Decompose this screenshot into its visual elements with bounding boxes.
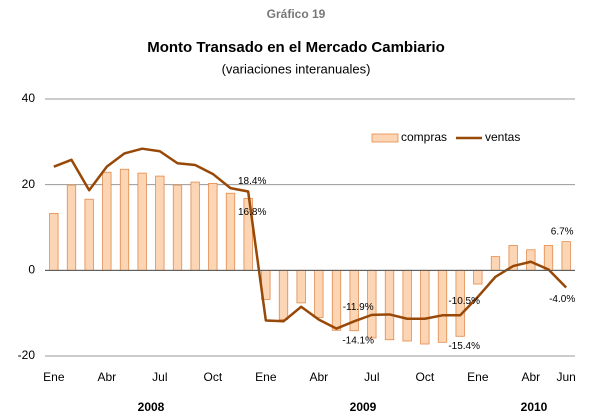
y-tick-label: 20 [22,177,36,191]
bar [155,175,165,271]
chart-title: Monto Transado en el Mercado Cambiario [147,39,445,56]
x-tick-label: Abr [521,370,540,384]
bar [473,269,483,285]
bar [543,245,554,271]
legend-label: compras [401,130,447,144]
x-tick-label: Ene [255,370,277,384]
bar [137,172,147,271]
chart-kicker: Gráfico 19 [267,7,326,21]
x-tick-label: Jul [364,370,379,384]
data-label: -10.5% [448,296,480,307]
bar [49,212,59,271]
bar [66,184,77,271]
data-label: 16.8% [238,207,266,218]
x-tick-label: Ene [467,370,489,384]
x-tick-label: Abr [309,370,328,384]
bar [208,182,218,271]
x-tick-label: Jun [556,370,575,384]
x-tick-label: Oct [415,370,434,384]
bar [561,241,571,271]
bar [225,192,236,271]
chart-subtitle: (variaciones interanuales) [222,61,371,76]
bar [526,249,536,271]
data-label: -11.9% [343,302,374,313]
data-label: 6.7% [551,226,574,237]
bar [384,269,395,341]
bar [84,198,94,271]
legend-swatch [371,133,399,143]
data-label: -14.1% [342,335,374,346]
x-tick-label: Abr [97,370,116,384]
x-tick-label: Jul [152,370,167,384]
year-label: 2009 [350,400,377,414]
data-label: -15.4% [448,341,480,352]
year-label: 2008 [138,400,165,414]
bar [172,184,183,271]
data-label: -4.0% [549,294,575,305]
y-tick-label: 40 [22,91,36,105]
bar [296,269,306,304]
year-label: 2010 [521,400,548,414]
legend-label: ventas [485,130,520,144]
x-tick-label: Oct [203,370,222,384]
bar [331,269,342,331]
y-tick-label: -20 [18,348,36,362]
bar [119,168,130,271]
bar [314,269,324,318]
bar [190,181,200,271]
bar [420,269,430,345]
line [53,147,568,330]
bar [278,269,289,320]
x-tick-label: Ene [43,370,65,384]
bar [402,269,412,342]
bar [102,171,112,271]
bar [437,269,448,343]
bar [490,256,501,271]
data-label: 18.4% [238,176,266,187]
y-tick-label: 0 [28,263,35,277]
